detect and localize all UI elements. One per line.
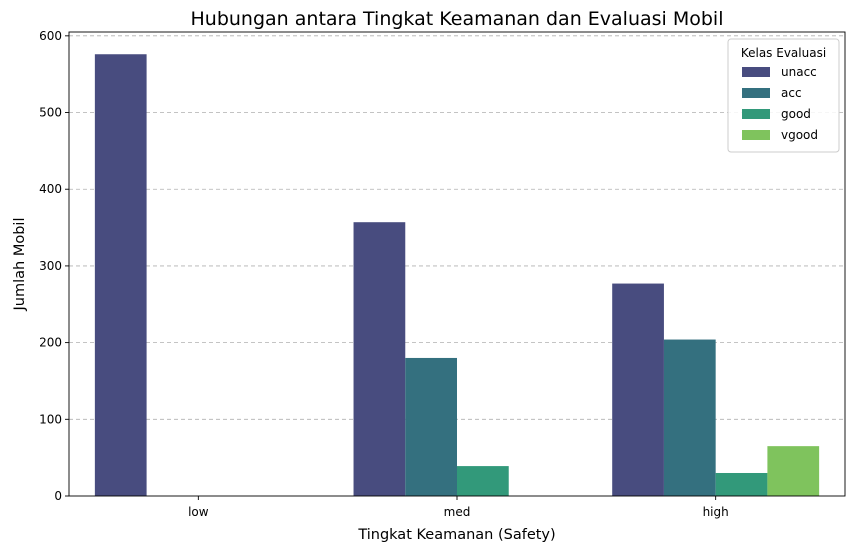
y-tick-label: 500 <box>39 106 62 120</box>
bar-unacc-high <box>612 283 664 496</box>
legend: Kelas Evaluasi unacc acc good vgood <box>727 38 840 153</box>
y-tick-label: 0 <box>54 489 62 503</box>
x-tick-label: high <box>703 505 729 519</box>
x-axis: low med high <box>188 496 729 519</box>
x-tick-label: low <box>188 505 209 519</box>
legend-swatch-unacc <box>742 67 770 77</box>
bar-vgood-high <box>767 446 820 496</box>
y-tick-label: 300 <box>39 259 62 273</box>
chart-title: Hubungan antara Tingkat Keamanan dan Eva… <box>191 8 724 30</box>
legend-label-unacc: unacc <box>781 65 817 79</box>
legend-label-good: good <box>781 107 811 121</box>
y-tick-label: 400 <box>39 182 62 196</box>
legend-swatch-good <box>742 109 770 119</box>
bar-good-high <box>715 472 768 496</box>
y-tick-label: 100 <box>39 412 62 426</box>
legend-title: Kelas Evaluasi <box>741 46 826 60</box>
bars-layer <box>94 54 820 496</box>
y-axis-label: Jumlah Mobil <box>12 218 28 312</box>
x-axis-label: Tingkat Keamanan (Safety) <box>357 527 555 543</box>
legend-swatch-acc <box>742 88 770 98</box>
y-axis: 0 100 200 300 400 500 600 <box>39 29 69 503</box>
legend-swatch-vgood <box>742 130 770 140</box>
y-tick-label: 600 <box>39 29 62 43</box>
bar-unacc-low <box>94 54 147 496</box>
legend-label-vgood: vgood <box>781 128 818 142</box>
y-tick-label: 200 <box>39 336 62 350</box>
bar-unacc-med <box>353 222 406 496</box>
x-tick-label: med <box>444 505 471 519</box>
bar-acc-high <box>663 339 716 496</box>
legend-label-acc: acc <box>781 86 802 100</box>
bar-good-med <box>457 466 509 496</box>
bar-acc-med <box>405 357 457 496</box>
